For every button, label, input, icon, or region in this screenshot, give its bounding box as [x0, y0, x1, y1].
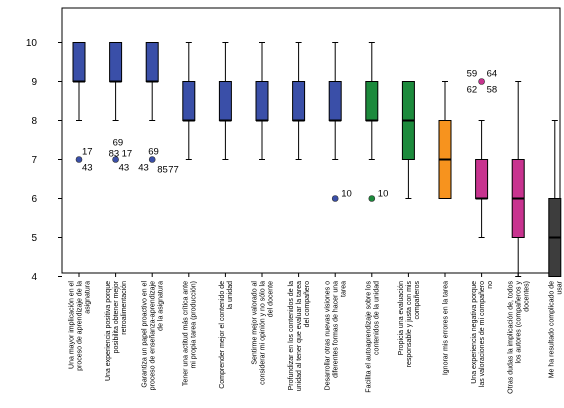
outlier-point [112, 156, 119, 163]
box-iqr [365, 81, 379, 121]
y-tick-label: 8 [31, 116, 37, 127]
y-tick-label: 4 [31, 272, 37, 283]
outlier-label: 17 [82, 147, 93, 158]
category-label: Sentirme mejor valorado al [252, 281, 259, 365]
outlier-label: 62 [467, 85, 478, 96]
category-label: diferentes formas de hacer una [333, 281, 340, 378]
box-iqr [145, 42, 159, 82]
category-label: asignatura [85, 281, 92, 314]
outlier-label: 59 [467, 69, 478, 80]
outlier-label: 69 [113, 138, 124, 149]
box-iqr [109, 42, 123, 82]
category-label: Ignorar mis errores en la tarea [443, 281, 450, 375]
category-label: del docente [268, 281, 275, 317]
category-label: Una mayor implicación en el [69, 281, 76, 369]
outlier-label: 58 [487, 85, 498, 96]
x-axis-labels: Una mayor implicación en el proceso de ap… [69, 280, 564, 394]
outlier-label: 83 [109, 149, 120, 160]
box-iqr [218, 81, 232, 121]
outlier-label: 17 [122, 149, 133, 160]
box-11 [438, 81, 452, 277]
outlier-label: 85 [157, 165, 168, 176]
category-label: no [487, 281, 494, 289]
box-5 [218, 42, 232, 277]
category-label: docentes) [524, 281, 531, 312]
category-label: retroalimentación [121, 281, 128, 335]
outlier-label: 77 [168, 165, 179, 176]
category-label: responsable y justa con mis [406, 281, 413, 368]
box-iqr [255, 81, 269, 121]
plot-frame [61, 7, 561, 274]
outlier-point [478, 78, 485, 85]
outlier-label: 43 [138, 163, 149, 174]
box-iqr [182, 81, 196, 121]
category-label: posibilita obtener mejor [113, 280, 120, 353]
category-label: tarea [341, 281, 348, 297]
category-label: Tener una actitud más crítica ante [182, 281, 189, 386]
category-label: unidad al tener que evaluar la tarea [296, 281, 303, 391]
box-9: 10 [365, 42, 389, 277]
y-tick-label: 7 [31, 155, 37, 166]
category-label: del compañero [304, 281, 311, 327]
box-iqr [328, 81, 342, 121]
outlier-point [148, 156, 156, 163]
category-label: mi propia tarea (producción) [190, 281, 197, 369]
box-4 [182, 42, 196, 277]
y-tick-label: 5 [31, 233, 37, 244]
category-label: los autores (compañeros y [516, 281, 523, 364]
box-iqr [72, 42, 86, 82]
box-iqr [475, 159, 489, 199]
category-label: Garantiza un papel proactivo en el [142, 281, 149, 388]
outlier-label: 43 [82, 163, 93, 174]
y-tick-label: 10 [26, 38, 38, 49]
category-label: Propicia una evaluación [398, 281, 405, 355]
box-8: 10 [328, 42, 352, 277]
category-label: Una experiencia positiva porque [105, 281, 112, 381]
outlier-label: 43 [119, 163, 130, 174]
category-label: contenidos de la unidad [373, 281, 380, 355]
box-12: 59 64 62 58 [467, 69, 498, 277]
category-label: de la asignatura [158, 281, 165, 331]
outlier-point [75, 156, 83, 163]
outlier-point [368, 195, 376, 202]
category-label: compañeros [414, 281, 421, 320]
category-label: considerar mi opinión y no sólo la [260, 281, 267, 385]
box-3: 69 43 85 77 [138, 42, 179, 277]
category-label: la unidad [227, 281, 234, 310]
category-label: Otras dudas la implicación de, todos [508, 281, 515, 394]
category-label: Una experiencia negativa porque [471, 281, 478, 384]
category-label: Desarrollar otras nuevas visiones o [325, 281, 332, 390]
y-tick-label: 6 [31, 194, 37, 205]
category-label: las valoraciones de mi compañero [479, 281, 486, 387]
y-axis: 4 5 6 7 8 9 10 [26, 38, 62, 283]
category-label: Profundizar en los contenidos de la [288, 281, 295, 390]
outlier-label: 10 [378, 189, 389, 200]
outlier-label: 69 [148, 147, 159, 158]
box-6 [255, 42, 269, 277]
box-10 [401, 81, 415, 277]
outlier-label: 64 [487, 69, 498, 80]
y-tick-label: 9 [31, 77, 37, 88]
box-7 [292, 42, 306, 277]
category-label: Facilita el autoaprendizaje sobre los [365, 281, 372, 393]
category-label: Comprender mejor el contenido de [219, 281, 226, 389]
box-iqr [292, 81, 306, 121]
outlier-label: 10 [341, 189, 352, 200]
box-14 [548, 120, 562, 277]
category-label: Me ha resultado complicado de [548, 281, 555, 378]
outlier-point [331, 195, 339, 202]
category-label: usar [556, 280, 563, 294]
category-label: proceso de enseñanza-aprendizaje [150, 281, 157, 390]
box-13 [511, 81, 525, 277]
category-label: proceso de aprendizaje de la [77, 281, 84, 371]
